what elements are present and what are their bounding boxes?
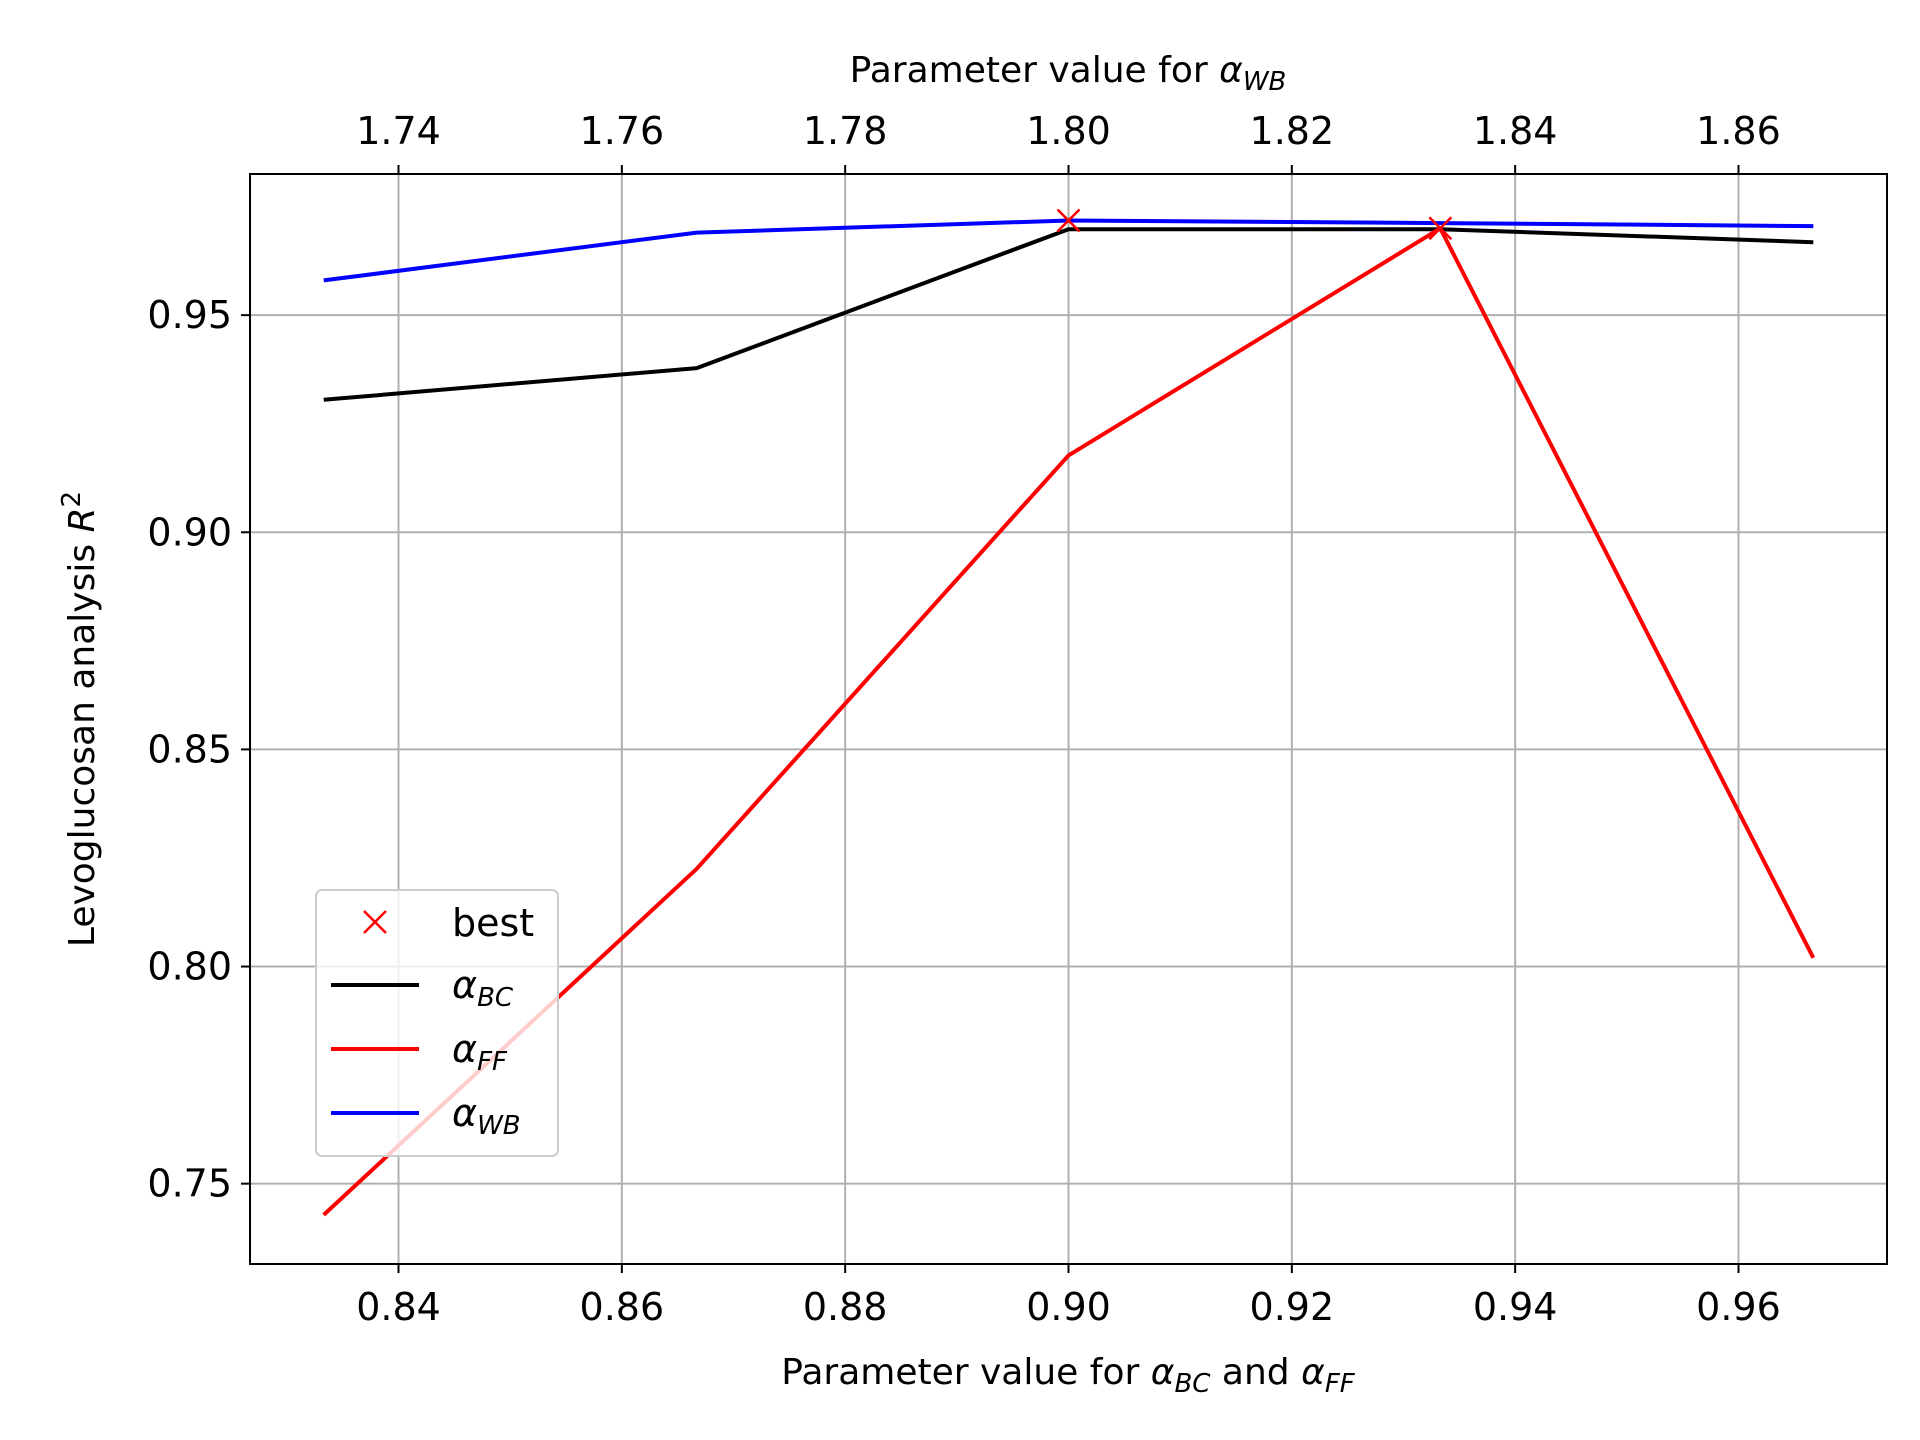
legend-entry-alpha-wb: αWB xyxy=(331,1091,521,1141)
x2-tick-label: 1.74 xyxy=(356,109,441,153)
x-tick-label: 0.92 xyxy=(1250,1285,1335,1329)
legend: best αBC αFF αWB xyxy=(315,889,559,1157)
legend-marker-best xyxy=(363,910,387,934)
legend-label-alpha-bc: αBC xyxy=(452,963,514,1013)
x2-tick-label: 1.86 xyxy=(1696,109,1781,153)
legend-label-best: best xyxy=(452,901,534,945)
legend-label-alpha-ff: αFF xyxy=(452,1027,508,1077)
legend-entry-alpha-bc: αBC xyxy=(331,963,514,1013)
series-line-alpha-ff xyxy=(322,226,1816,1217)
x-tick-label: 0.84 xyxy=(356,1285,441,1329)
best-marker xyxy=(1428,216,1453,241)
y-tick-label: 0.80 xyxy=(147,945,232,989)
series-line-alpha-bc xyxy=(323,227,1814,402)
x2-tick-label: 1.76 xyxy=(580,109,665,153)
best-marker xyxy=(1056,208,1081,233)
y-tick-label: 0.90 xyxy=(147,510,232,554)
x2-tick-label: 1.84 xyxy=(1473,109,1558,153)
y-tick-label: 0.75 xyxy=(147,1162,232,1206)
legend-box xyxy=(315,889,559,1157)
x-tick-label: 0.94 xyxy=(1473,1285,1558,1329)
x-tick-label: 0.90 xyxy=(1026,1285,1111,1329)
x-tick-label: 0.96 xyxy=(1696,1285,1781,1329)
x2-tick-label: 1.82 xyxy=(1250,109,1335,153)
y-tick-label: 0.95 xyxy=(147,293,232,337)
y-axis-label: Levoglucosan analysis R2 xyxy=(57,491,103,947)
legend-entry-best: best xyxy=(363,901,534,945)
x-tick-label: 0.88 xyxy=(803,1285,888,1329)
ticks: 0.84 0.86 0.88 0.90 0.92 0.94 0.96 1.74 1.76 1.78… xyxy=(147,109,1780,1329)
grid xyxy=(250,174,1887,1264)
x-axis-label: Parameter value for αBC and αFF xyxy=(781,1352,1356,1399)
legend-label-alpha-wb: αWB xyxy=(452,1091,521,1141)
y-tick-label: 0.85 xyxy=(147,727,232,771)
x2-axis-label: Parameter value for αWB xyxy=(850,50,1287,97)
legend-entry-alpha-ff: αFF xyxy=(331,1027,508,1077)
x2-tick-label: 1.80 xyxy=(1026,109,1111,153)
x2-tick-label: 1.78 xyxy=(803,109,888,153)
x-tick-label: 0.86 xyxy=(580,1285,665,1329)
best-markers xyxy=(1056,208,1453,241)
